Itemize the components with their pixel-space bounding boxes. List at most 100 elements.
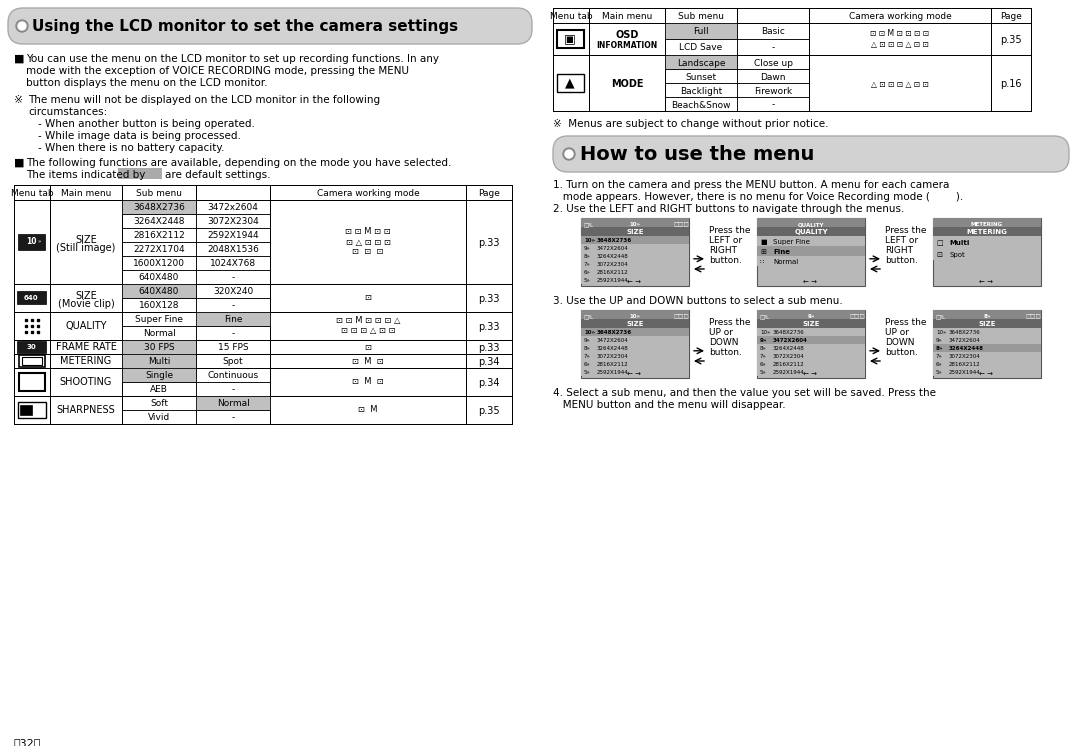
Text: 8»: 8» bbox=[584, 346, 591, 351]
Text: ← →: ← → bbox=[627, 279, 642, 285]
Text: SHARPNESS: SHARPNESS bbox=[56, 405, 116, 415]
Text: Press the: Press the bbox=[708, 318, 751, 327]
Bar bbox=[809, 55, 991, 111]
Text: 3648X2736: 3648X2736 bbox=[133, 204, 185, 213]
Text: 8»: 8» bbox=[983, 315, 990, 319]
Bar bbox=[553, 8, 589, 23]
Bar bbox=[757, 227, 865, 236]
Bar bbox=[933, 336, 1041, 344]
Bar bbox=[50, 185, 122, 200]
Text: 7»: 7» bbox=[936, 354, 943, 360]
Bar bbox=[195, 410, 270, 424]
Bar bbox=[14, 354, 512, 368]
Circle shape bbox=[563, 148, 575, 160]
Text: ← →: ← → bbox=[978, 279, 993, 285]
Text: 7»: 7» bbox=[584, 263, 591, 268]
Bar bbox=[465, 368, 512, 396]
Text: 2272X1704: 2272X1704 bbox=[133, 245, 185, 254]
Text: Super Fine: Super Fine bbox=[773, 239, 810, 245]
Text: Dawn: Dawn bbox=[760, 72, 786, 81]
Bar bbox=[122, 368, 195, 382]
Text: - While image data is being processed.: - While image data is being processed. bbox=[38, 131, 241, 141]
Bar bbox=[465, 185, 512, 200]
Text: ⊞: ⊞ bbox=[760, 249, 766, 255]
Text: LEFT or: LEFT or bbox=[708, 236, 742, 245]
Bar bbox=[19, 355, 45, 367]
Text: Page: Page bbox=[1000, 12, 1022, 21]
Bar bbox=[122, 354, 195, 368]
Bar bbox=[50, 284, 122, 312]
Bar bbox=[122, 298, 195, 312]
Bar bbox=[22, 357, 42, 365]
Text: Basic: Basic bbox=[761, 28, 785, 37]
Text: ⊡  M: ⊡ M bbox=[359, 406, 378, 415]
Bar bbox=[14, 200, 512, 284]
Text: p.35: p.35 bbox=[1000, 35, 1022, 45]
Text: LCD Save: LCD Save bbox=[679, 43, 723, 52]
Text: Press the: Press the bbox=[885, 226, 927, 235]
Bar bbox=[757, 310, 865, 319]
Text: ⊡: ⊡ bbox=[365, 342, 372, 351]
Text: INFORMATION: INFORMATION bbox=[596, 40, 658, 49]
Text: (Movie clip): (Movie clip) bbox=[57, 299, 114, 309]
Text: Main menu: Main menu bbox=[602, 12, 652, 21]
Bar bbox=[195, 256, 270, 270]
Text: »: » bbox=[38, 239, 41, 245]
Text: ⊡  ⊡  ⊡: ⊡ ⊡ ⊡ bbox=[352, 248, 383, 257]
Bar bbox=[933, 248, 1041, 260]
Text: 320X240: 320X240 bbox=[213, 287, 253, 296]
Text: SIZE: SIZE bbox=[802, 321, 820, 327]
Bar bbox=[14, 340, 512, 354]
Bar bbox=[809, 8, 991, 23]
Bar bbox=[18, 234, 45, 250]
Text: Vivid: Vivid bbox=[148, 413, 171, 422]
Text: □/L: □/L bbox=[935, 315, 945, 319]
Bar bbox=[737, 55, 809, 69]
Bar bbox=[933, 218, 1041, 286]
Text: -: - bbox=[231, 274, 234, 283]
Text: 3264X2448: 3264X2448 bbox=[949, 346, 984, 351]
Text: 3472X2604: 3472X2604 bbox=[773, 339, 808, 343]
Bar bbox=[195, 214, 270, 228]
Bar bbox=[581, 218, 689, 286]
Bar bbox=[465, 340, 512, 354]
Text: 7»: 7» bbox=[584, 354, 591, 360]
Bar bbox=[21, 405, 32, 415]
Text: button displays the menu on the LCD monitor.: button displays the menu on the LCD moni… bbox=[26, 78, 268, 88]
Text: 3264X2448: 3264X2448 bbox=[133, 218, 185, 227]
Text: □/L: □/L bbox=[759, 315, 769, 319]
Text: UP or: UP or bbox=[885, 328, 909, 337]
Bar bbox=[757, 246, 865, 256]
Bar bbox=[757, 218, 865, 227]
Bar bbox=[581, 319, 689, 328]
Text: 640X480: 640X480 bbox=[139, 274, 179, 283]
Text: p.33: p.33 bbox=[478, 294, 500, 304]
Text: ※: ※ bbox=[14, 95, 24, 105]
Text: ← →: ← → bbox=[804, 279, 816, 285]
Text: circumstances:: circumstances: bbox=[28, 107, 107, 117]
Bar bbox=[270, 340, 465, 354]
Text: button.: button. bbox=[885, 256, 918, 265]
Bar bbox=[589, 8, 665, 23]
Bar bbox=[553, 23, 1031, 55]
Text: 3648X2736: 3648X2736 bbox=[949, 330, 981, 336]
Bar bbox=[122, 340, 195, 354]
Bar bbox=[14, 284, 512, 312]
Bar bbox=[50, 312, 122, 340]
Text: 3. Use the UP and DOWN buttons to select a sub menu.: 3. Use the UP and DOWN buttons to select… bbox=[553, 296, 842, 306]
Bar bbox=[553, 23, 589, 55]
Text: Main menu: Main menu bbox=[60, 189, 111, 198]
FancyBboxPatch shape bbox=[8, 8, 532, 44]
Bar bbox=[14, 185, 50, 200]
Text: 3072X2304: 3072X2304 bbox=[597, 263, 629, 268]
Bar bbox=[50, 368, 122, 396]
Bar bbox=[933, 368, 1041, 376]
Text: ※  Menus are subject to change without prior notice.: ※ Menus are subject to change without pr… bbox=[553, 119, 828, 129]
Text: 5»: 5» bbox=[584, 371, 591, 375]
Text: RIGHT: RIGHT bbox=[708, 246, 737, 255]
Bar bbox=[195, 228, 270, 242]
Text: SIZE: SIZE bbox=[978, 321, 996, 327]
Text: METERING: METERING bbox=[967, 229, 1008, 235]
Text: □/L: □/L bbox=[583, 315, 593, 319]
Text: mode appears. However, there is no menu for Voice Recording mode (        ).: mode appears. However, there is no menu … bbox=[553, 192, 963, 202]
